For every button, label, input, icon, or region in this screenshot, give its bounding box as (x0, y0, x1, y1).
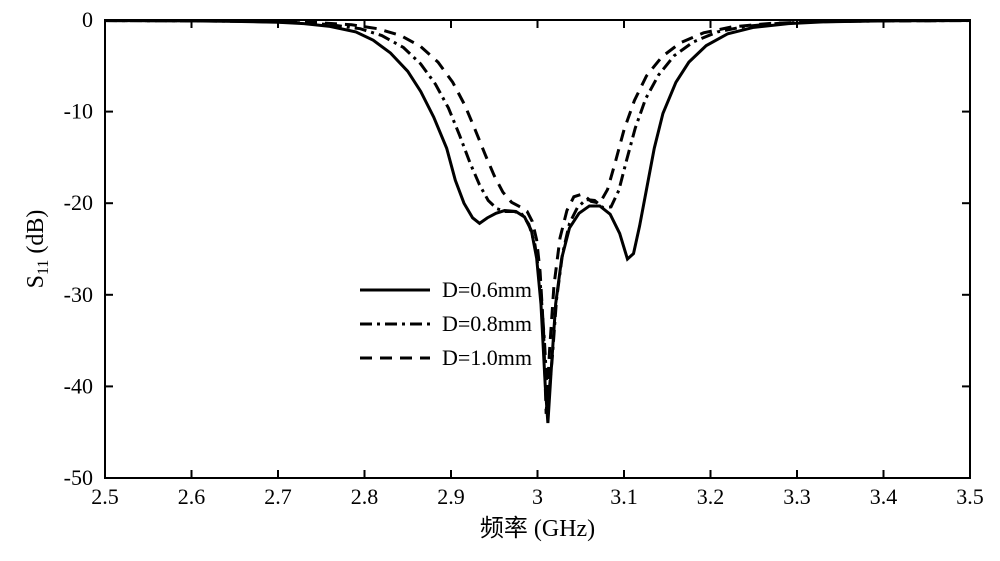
legend-label: D=0.8mm (442, 311, 532, 336)
x-tick-label: 2.6 (178, 484, 206, 509)
plot-border (105, 20, 970, 478)
y-tick-label: -20 (64, 190, 93, 215)
legend-label: D=1.0mm (442, 345, 532, 370)
x-tick-label: 2.5 (91, 484, 119, 509)
x-tick-label: 3.1 (610, 484, 638, 509)
chart-svg: 2.5 2.6 2.7 2.8 2.9 3 3.1 3.2 3.3 3.4 3.5 -50 -40 -30… (0, 0, 1000, 561)
series-D=0.6mm (105, 21, 970, 423)
y-tick-label: -10 (64, 99, 93, 124)
y-axis-label: S11 (dB) (23, 210, 52, 289)
x-tick-label: 3 (532, 484, 543, 509)
series-D=1.0mm (105, 20, 970, 413)
series-D=0.8mm (105, 21, 970, 405)
y-tick-label: -40 (64, 373, 93, 398)
x-tick-label: 2.7 (264, 484, 292, 509)
x-tick-label: 3.2 (697, 484, 725, 509)
legend-label: D=0.6mm (442, 277, 532, 302)
s11-line-chart: 2.5 2.6 2.7 2.8 2.9 3 3.1 3.2 3.3 3.4 3.5 -50 -40 -30… (0, 0, 1000, 561)
x-tick-label: 2.9 (437, 484, 465, 509)
x-axis-label: 频率 (GHz) (480, 515, 595, 542)
x-tick-label: 3.3 (783, 484, 811, 509)
y-tick-label: -30 (64, 282, 93, 307)
y-tick-label: 0 (82, 7, 93, 32)
y-tick-label: -50 (64, 465, 93, 490)
x-tick-label: 3.5 (956, 484, 984, 509)
x-tick-label: 2.8 (351, 484, 379, 509)
x-tick-label: 3.4 (870, 484, 898, 509)
